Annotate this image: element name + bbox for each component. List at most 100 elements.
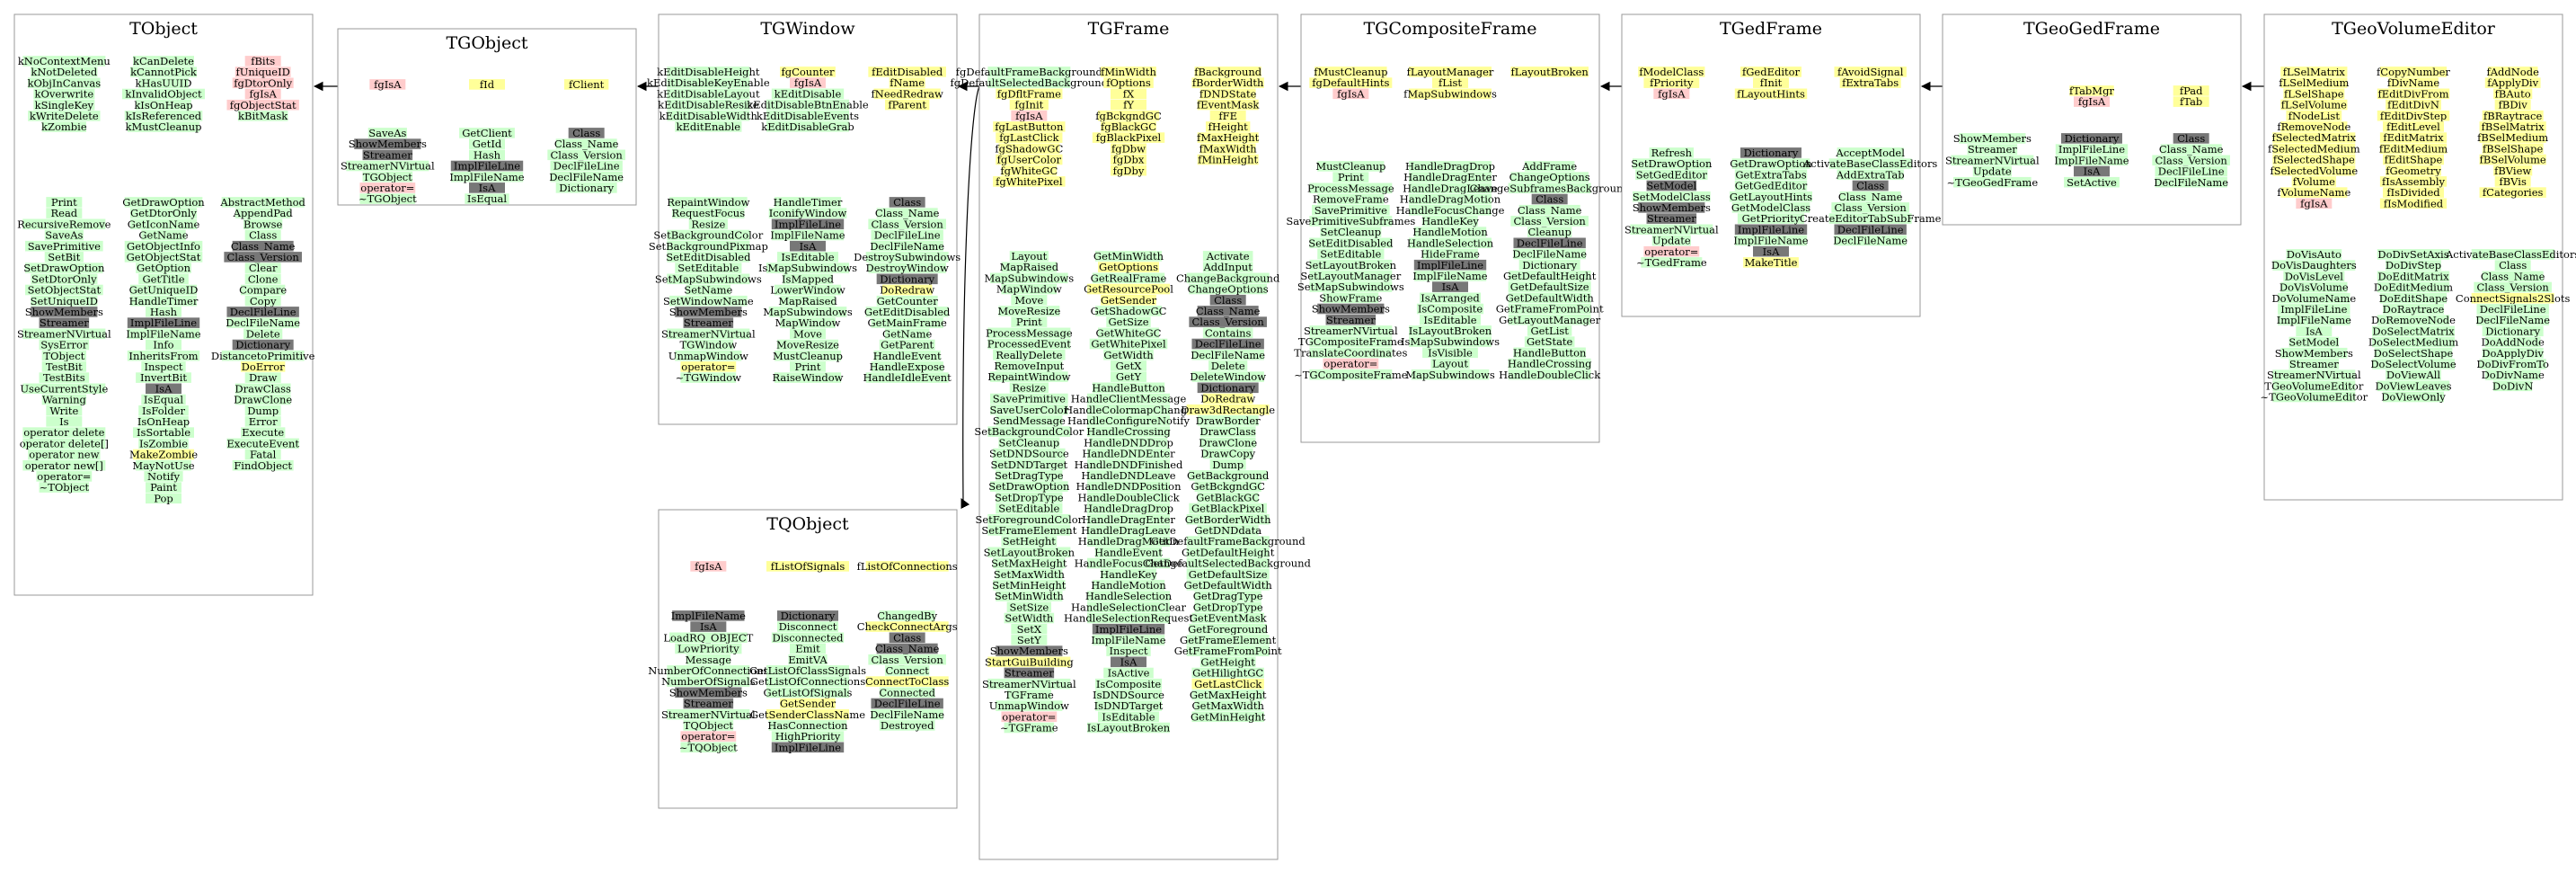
member-label: Dump bbox=[247, 405, 279, 417]
member-label: ReallyDelete bbox=[996, 349, 1062, 361]
member-highlight bbox=[667, 252, 750, 263]
member-highlight bbox=[2283, 88, 2345, 100]
member-label: Class_Version bbox=[1513, 215, 1586, 227]
member-highlight bbox=[1111, 154, 1146, 165]
member-fgisa: fgIsA bbox=[1332, 87, 1369, 100]
member-label: GetSenderClassName bbox=[750, 708, 865, 721]
member-inspect: Inspect bbox=[141, 360, 186, 373]
member-isa: IsA bbox=[2074, 165, 2110, 178]
member-label: LowPriority bbox=[677, 643, 739, 655]
member-label: DoVolumeName bbox=[2271, 292, 2356, 305]
member-keditdisableheight: kEditDisableHeight bbox=[657, 66, 760, 78]
member-highlight bbox=[1103, 349, 1154, 360]
member-copy: Copy bbox=[244, 295, 281, 307]
member-highlight bbox=[1202, 251, 1253, 262]
member-highlight bbox=[884, 665, 930, 676]
member-label: fEditDivFrom bbox=[2377, 87, 2448, 100]
member-highlight bbox=[1191, 349, 1264, 360]
member-label: Resize bbox=[1012, 381, 1046, 394]
member-label: Hash bbox=[474, 148, 501, 161]
member-addinput: AddInput bbox=[1202, 261, 1253, 273]
member-getminwidth: GetMinWidth bbox=[1093, 250, 1164, 263]
member-class: Class bbox=[2494, 259, 2531, 271]
member-numberofsignals: NumberOfSignals bbox=[661, 675, 756, 688]
member-highlight bbox=[1317, 193, 1385, 205]
member-label: ShowMembers bbox=[25, 306, 103, 318]
member-label: kHasUUID bbox=[136, 76, 192, 89]
member-label: HandleClientMessage bbox=[1071, 393, 1187, 405]
member-handlekey: HandleKey bbox=[1421, 215, 1479, 227]
member-highlight bbox=[1202, 262, 1253, 272]
member-label: SetDNDTarget bbox=[990, 458, 1067, 471]
member-browse: Browse bbox=[243, 218, 283, 230]
member-highlight bbox=[226, 307, 299, 317]
member-label: GetBackground bbox=[1187, 469, 1270, 482]
member-streamer: Streamer bbox=[1325, 314, 1376, 326]
member-getdtoronly: GetDtorOnly bbox=[129, 207, 197, 219]
member-highlight bbox=[244, 88, 281, 100]
member-activatebaseclasseditors: ActivateBaseClassEditors bbox=[2445, 248, 2576, 261]
member-highlight bbox=[1323, 358, 1379, 369]
member-highlight bbox=[1009, 382, 1049, 394]
class-title: TQObject bbox=[766, 514, 849, 534]
member-label: HandleSelectionRequest bbox=[1064, 612, 1193, 625]
member-highlight bbox=[1199, 656, 1256, 668]
member-operator-new: operator new bbox=[28, 449, 101, 461]
member-highlight bbox=[998, 437, 1060, 449]
member-highlight bbox=[33, 88, 95, 100]
member-getlastclick: GetLastClick bbox=[1191, 678, 1264, 690]
member-label: IsEditable bbox=[1102, 710, 1155, 723]
member-label: fMaxHeight bbox=[1197, 131, 1260, 144]
member-handletimer: HandleTimer bbox=[774, 196, 843, 209]
member-label: kNotDeleted bbox=[31, 66, 98, 78]
member-highlight bbox=[2479, 359, 2546, 369]
member-getx: GetX bbox=[1111, 360, 1146, 372]
member-label: GetLayoutHints bbox=[1730, 191, 1812, 203]
member-label: SysError bbox=[40, 339, 88, 352]
member-highlight bbox=[133, 449, 194, 460]
member-highlight bbox=[2482, 347, 2544, 359]
member-operator: operator= bbox=[359, 182, 416, 194]
member-label: operator delete bbox=[23, 426, 104, 439]
member-translatecoordinates: TranslateCoordinates bbox=[1294, 346, 1407, 359]
member-highlight bbox=[22, 383, 106, 395]
member-delete: Delete bbox=[243, 327, 283, 340]
member-label: SetX bbox=[1017, 623, 1042, 636]
member-getpriority: GetPriority bbox=[1737, 212, 1805, 225]
member-highlight bbox=[993, 448, 1066, 459]
member-highlight bbox=[1098, 327, 1159, 339]
member-highlight bbox=[768, 208, 847, 218]
member-label: AcceptModel bbox=[1835, 147, 1905, 159]
member-highlight bbox=[2372, 325, 2455, 337]
member-removeframe: RemoveFrame bbox=[1313, 193, 1389, 206]
member-label: GetWhitePixel bbox=[1091, 338, 1166, 351]
member-label: AddExtraTab bbox=[1836, 168, 1905, 181]
member-highlight bbox=[1309, 237, 1393, 249]
member-highlight bbox=[1186, 568, 1270, 580]
member-label: DoSelectMedium bbox=[2368, 336, 2458, 349]
member-implfilename: ImplFileName bbox=[1412, 270, 1487, 282]
member-ftabmgr: fTabMgr bbox=[2069, 85, 2114, 97]
member-doaddnode: DoAddNode bbox=[2482, 336, 2545, 349]
member-highlight bbox=[1087, 557, 1170, 569]
member-highlight bbox=[774, 284, 842, 296]
member-label: fTab bbox=[2180, 95, 2202, 108]
member-label: SetDtorOnly bbox=[31, 272, 97, 285]
member-label: SetEditable bbox=[677, 262, 739, 274]
member-label: RecursiveRemove bbox=[17, 218, 111, 230]
member-highlight bbox=[1004, 612, 1055, 624]
member-ffe: fFE bbox=[1209, 110, 1246, 122]
member-label: SetEditDisabled bbox=[666, 251, 751, 263]
member-highlight bbox=[550, 160, 623, 172]
member-label: fName bbox=[890, 76, 925, 89]
member-label: DoSelectShape bbox=[2374, 347, 2454, 360]
member-label: GetMaxWidth bbox=[1191, 699, 1264, 712]
member-highlight bbox=[667, 708, 750, 720]
member-implfilename: ImplFileName bbox=[1091, 634, 1165, 646]
member-label: fGedEditor bbox=[1742, 66, 1801, 78]
member-handlebutton: HandleButton bbox=[1513, 346, 1587, 359]
member-highlight bbox=[1087, 283, 1170, 295]
member-highlight bbox=[25, 240, 103, 252]
member-highlight bbox=[990, 272, 1068, 284]
member-ismapped: IsMapped bbox=[782, 272, 835, 285]
